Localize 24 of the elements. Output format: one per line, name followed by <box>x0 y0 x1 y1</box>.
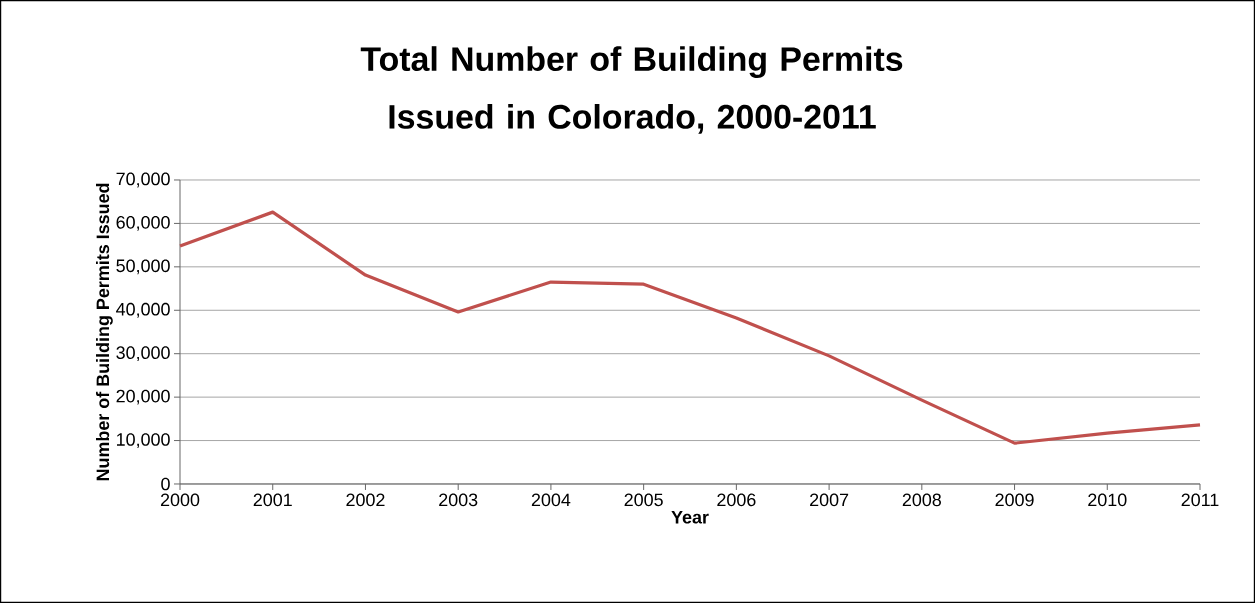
y-axis-title: Number of Building Permits Issued <box>96 183 113 481</box>
y-tick-label: 40,000 <box>116 302 170 318</box>
y-tick-label: 10,000 <box>117 433 170 448</box>
y-tick-label: 0 <box>161 477 170 491</box>
x-tick-label: 2011 <box>1181 493 1219 507</box>
x-tick-label: 2002 <box>346 493 385 507</box>
x-axis-title: Year <box>671 511 709 524</box>
x-tick-label: 2005 <box>624 493 663 507</box>
y-tick-label: 70,000 <box>116 172 170 188</box>
x-tick-label: 2006 <box>717 493 756 507</box>
line-series <box>178 210 1202 445</box>
x-tick-label: 2000 <box>160 493 200 507</box>
x-tick-label: 2007 <box>810 493 849 507</box>
x-tick-label: 2004 <box>531 493 571 507</box>
y-tick-label: 20,000 <box>116 389 170 405</box>
x-tick-label: 2009 <box>995 493 1034 507</box>
x-tick-label: 2003 <box>439 493 478 507</box>
x-tick-label: 2008 <box>902 493 941 507</box>
y-tick-label: 50,000 <box>116 259 170 275</box>
x-tick-label: 2001 <box>253 493 292 507</box>
x-tick-label: 2010 <box>1088 493 1127 507</box>
y-tick-label: 30,000 <box>116 346 170 362</box>
chart-title: Total Number of Building Permits Issued in Colorado, 2000-2011 <box>360 46 903 134</box>
y-tick-label: 60,000 <box>116 216 170 231</box>
